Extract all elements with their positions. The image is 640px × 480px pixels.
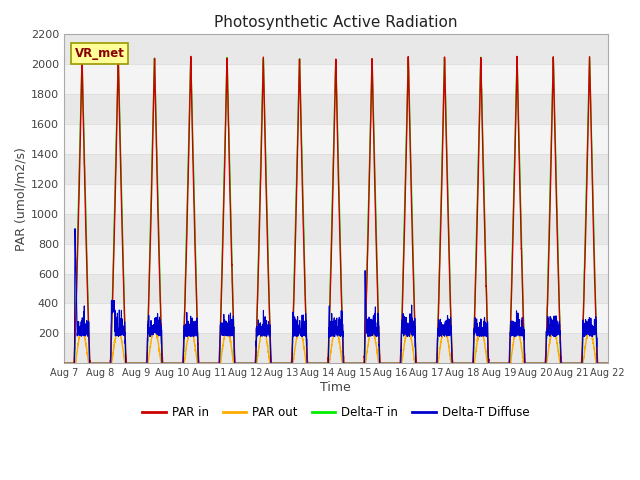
X-axis label: Time: Time bbox=[321, 381, 351, 394]
Legend: PAR in, PAR out, Delta-T in, Delta-T Diffuse: PAR in, PAR out, Delta-T in, Delta-T Dif… bbox=[138, 401, 534, 423]
Bar bbox=[64, 94, 608, 124]
Bar bbox=[64, 274, 608, 303]
Y-axis label: PAR (umol/m2/s): PAR (umol/m2/s) bbox=[15, 147, 28, 251]
Bar bbox=[64, 34, 608, 64]
Bar bbox=[64, 184, 608, 214]
Bar bbox=[64, 243, 608, 274]
Bar bbox=[64, 334, 608, 363]
Bar bbox=[64, 303, 608, 334]
Bar bbox=[64, 64, 608, 94]
Bar bbox=[64, 154, 608, 184]
Bar bbox=[64, 214, 608, 243]
Bar bbox=[64, 124, 608, 154]
Title: Photosynthetic Active Radiation: Photosynthetic Active Radiation bbox=[214, 15, 458, 30]
Text: VR_met: VR_met bbox=[75, 47, 125, 60]
